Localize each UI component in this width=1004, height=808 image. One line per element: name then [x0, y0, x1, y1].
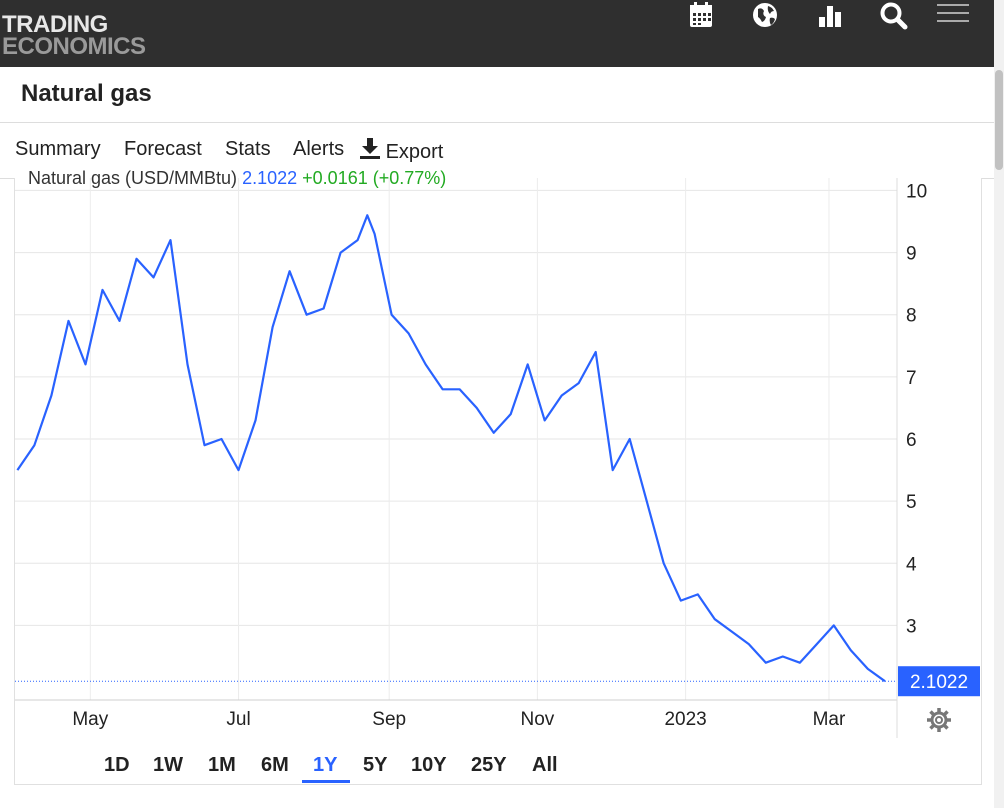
- page-title: Natural gas: [21, 80, 152, 107]
- page-scrollbar[interactable]: [994, 0, 1004, 808]
- range-5y[interactable]: 5Y: [363, 754, 388, 776]
- chart-legend: Natural gas (USD/MMBtu) 2.1022 +0.0161 (…: [28, 168, 446, 189]
- tab-summary[interactable]: Summary: [15, 138, 101, 160]
- tab-export-label: Export: [385, 141, 444, 163]
- tab-export[interactable]: Export: [360, 138, 443, 164]
- x-tick-label: Sep: [372, 709, 406, 730]
- y-tick-label: 6: [906, 430, 917, 451]
- y-tick-label: 10: [906, 181, 927, 202]
- tab-stats[interactable]: Stats: [225, 138, 271, 160]
- search-icon[interactable]: [878, 0, 910, 32]
- last-value-label: 2.1022: [910, 672, 968, 693]
- range-1w[interactable]: 1W: [153, 754, 183, 776]
- y-tick-label: 7: [906, 368, 917, 389]
- active-range-indicator: [302, 780, 350, 783]
- y-tick-label: 3: [906, 616, 917, 637]
- range-1y[interactable]: 1Y: [313, 754, 338, 776]
- settings-gear-icon[interactable]: [926, 707, 952, 733]
- range-selector: 1D 1W 1M 6M 1Y 5Y 10Y 25Y All: [0, 738, 980, 784]
- legend-change: +0.0161 (+0.77%): [302, 168, 447, 188]
- range-all[interactable]: All: [532, 754, 558, 776]
- y-tick-label: 4: [906, 554, 917, 575]
- price-chart[interactable]: 3 4 5 6 7 8 9 10 May Jul Sep Nov 2023 Mar 2.1022: [15, 178, 981, 738]
- x-tick-label: Nov: [520, 709, 554, 730]
- chart-container: 3 4 5 6 7 8 9 10 May Jul Sep Nov 2023 Mar 2.1022: [14, 178, 982, 785]
- legend-series-name: Natural gas (USD/MMBtu): [28, 168, 238, 188]
- range-1d[interactable]: 1D: [104, 754, 130, 776]
- download-icon: [360, 138, 380, 159]
- menu-icon[interactable]: [936, 0, 970, 32]
- x-tick-label: Jul: [226, 709, 250, 730]
- price-line: [16, 214, 886, 683]
- globe-icon[interactable]: [750, 0, 782, 32]
- tab-alerts[interactable]: Alerts: [293, 138, 345, 160]
- range-1m[interactable]: 1M: [208, 754, 236, 776]
- legend-last-price: 2.1022: [242, 168, 298, 188]
- logo-line1: TRADING: [2, 11, 108, 38]
- y-tick-label: 8: [906, 306, 917, 327]
- tab-forecast[interactable]: Forecast: [124, 138, 202, 160]
- scrollbar-thumb[interactable]: [995, 70, 1003, 170]
- y-tick-label: 5: [906, 492, 917, 513]
- bar-chart-icon[interactable]: [814, 0, 846, 32]
- x-tick-label: May: [72, 709, 108, 730]
- range-10y[interactable]: 10Y: [411, 754, 447, 776]
- trading-economics-logo[interactable]: TRADING ECONOMICS: [2, 11, 146, 60]
- last-value-badge: [898, 666, 980, 697]
- section-tabs: Summary Forecast Stats Alerts Export: [0, 122, 994, 179]
- calendar-icon[interactable]: [686, 0, 718, 32]
- x-tick-label: Mar: [813, 709, 846, 730]
- range-6m[interactable]: 6M: [261, 754, 289, 776]
- top-navigation-bar: TRADING ECONOMICS: [0, 0, 994, 67]
- logo-line2: ECONOMICS: [2, 33, 146, 60]
- x-tick-label: 2023: [664, 709, 706, 730]
- y-tick-label: 9: [906, 244, 917, 265]
- range-25y[interactable]: 25Y: [471, 754, 507, 776]
